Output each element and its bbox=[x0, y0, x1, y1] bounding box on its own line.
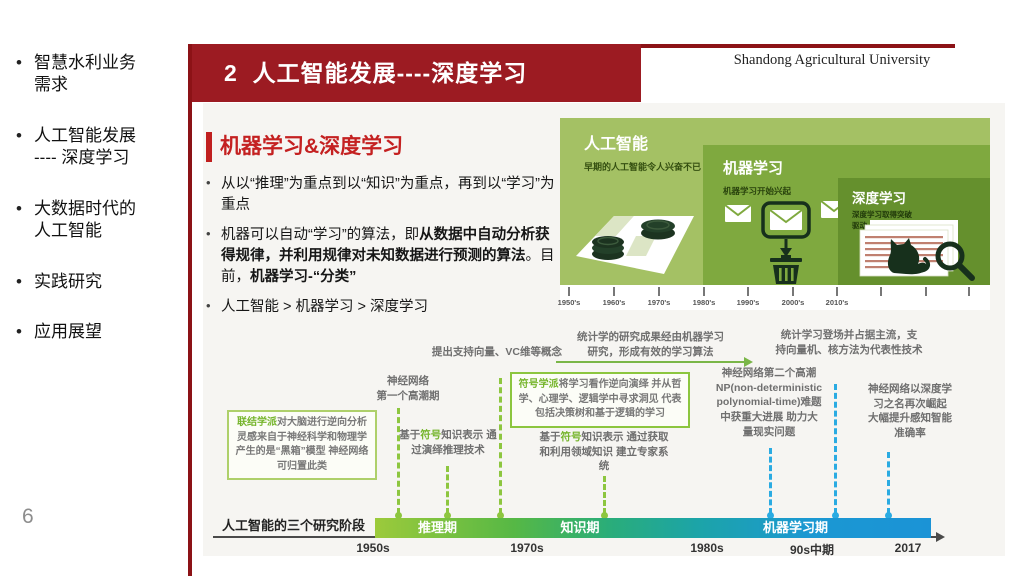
sidebar-item-label: 大数据时代的 人工智能 bbox=[34, 198, 136, 241]
panel-subtitle: 机器学习开始兴起 bbox=[723, 186, 792, 196]
phase-machine-learning: 机器学习期 bbox=[762, 520, 828, 535]
decade-label: 1980's bbox=[692, 298, 716, 307]
bullet-item: • 机器可以自动“学习”的算法，即从数据中自动分析获得规律，并利用规律对未知数据… bbox=[206, 225, 556, 288]
phase-bar: 推理期 知识期 机器学习期 bbox=[375, 518, 931, 538]
sidebar-item-practice-research[interactable]: • 实践研究 bbox=[16, 271, 188, 293]
decade-axis: 1950's 1960's 1970's 1980's 1990's 2000'… bbox=[557, 285, 990, 310]
note-nn-deep-learning-rise: 神经网络以深度学 习之名再次崛起 大幅提升感知智能 准确率 bbox=[868, 383, 952, 440]
panel-title: 机器学习 bbox=[723, 160, 784, 177]
phase-reasoning: 推理期 bbox=[417, 520, 457, 535]
callout-symbolist-school: 符号学派将学习看作逆向演绎 并从哲学、心理学、逻辑学中寻求洞见 代表包括决策树和… bbox=[510, 372, 690, 428]
heading-accent-bar bbox=[206, 132, 212, 162]
decade-label: 2010's bbox=[825, 298, 849, 307]
axis-tick bbox=[968, 287, 970, 296]
connector-dashed-blue bbox=[887, 452, 890, 514]
connector-dashed-green bbox=[603, 476, 606, 514]
sidebar-item-bigdata-ai[interactable]: • 大数据时代的 人工智能 bbox=[16, 198, 188, 243]
panel-title: 人工智能 bbox=[584, 136, 649, 153]
connector-dashed-green bbox=[499, 378, 502, 514]
connector-dot bbox=[885, 512, 892, 519]
checkers-board-icon bbox=[576, 216, 694, 274]
axis-tick bbox=[792, 287, 794, 296]
axis-tick bbox=[925, 287, 927, 296]
cat-recognition-icon bbox=[859, 220, 975, 281]
header-rule bbox=[641, 44, 955, 48]
connector-dot bbox=[767, 512, 774, 519]
sidebar-item-label: 智慧水利业务 需求 bbox=[34, 53, 136, 95]
green-arrow-head-icon bbox=[744, 357, 753, 367]
axis-tick bbox=[703, 287, 705, 296]
bullet-text: 从以“推理”为重点到以“知识”为重点，再到以“学习”为重点 bbox=[221, 176, 555, 214]
sidebar-item-water-business[interactable]: • 智慧水利业务 需求 bbox=[16, 52, 188, 97]
panel-subtitle: 早期的人工智能令人兴奋不已 bbox=[584, 162, 702, 172]
axis-tick bbox=[880, 287, 882, 296]
bullet-item: • 人工智能 > 机器学习 > 深度学习 bbox=[206, 297, 556, 318]
year-label: 90s中期 bbox=[789, 543, 835, 557]
year-label: 1980s bbox=[690, 541, 724, 555]
connector-dashed-green bbox=[397, 408, 400, 514]
spam-filter-icon bbox=[724, 200, 848, 284]
note-support-vector: 提出支持向量、VC维等概念 bbox=[431, 346, 562, 358]
ai-evolution-infographic: 人工智能 早期的人工智能令人兴奋不已 机器学习 机器学习开始兴起 bbox=[557, 118, 990, 310]
bullet-icon: • bbox=[206, 175, 211, 190]
bullet-list: • 从以“推理”为重点到以“知识”为重点，再到以“学习”为重点 • 机器可以自动… bbox=[206, 174, 556, 327]
note-nn-second-peak: 神经网络第二个高潮 NP(non-deterministic polynomia… bbox=[715, 367, 823, 438]
phase-knowledge: 知识期 bbox=[560, 520, 600, 535]
sidebar-item-ai-deep-learning[interactable]: • 人工智能发展 ---- 深度学习 bbox=[16, 125, 188, 170]
bullet-icon: • bbox=[16, 125, 22, 145]
sidebar-item-label: 应用展望 bbox=[34, 322, 102, 342]
callout-connectionist-school: 联结学派对大脑进行逆向分析 灵感来自于神经科学和物理学 产生的是“黑箱”模型 神… bbox=[227, 410, 377, 480]
axis-tick bbox=[613, 287, 615, 296]
connector-dot bbox=[497, 512, 504, 519]
connector-dot bbox=[601, 512, 608, 519]
connector-dashed-blue bbox=[769, 448, 772, 514]
decade-label: 1950's bbox=[557, 298, 581, 307]
bullet-icon: • bbox=[16, 198, 22, 218]
divider-vertical-red bbox=[188, 44, 192, 576]
bullet-icon: • bbox=[16, 322, 22, 342]
note-nn-first-peak: 神经网络 第一个高潮期 bbox=[376, 375, 440, 402]
bullet-item: • 从以“推理”为重点到以“知识”为重点，再到以“学习”为重点 bbox=[206, 174, 556, 216]
page-number: 6 bbox=[22, 505, 34, 528]
year-label: 2017 bbox=[894, 541, 922, 555]
slide-title: 2 人工智能发展----深度学习 bbox=[192, 44, 641, 102]
timeline-caption: 人工智能的三个研究阶段 bbox=[222, 518, 366, 533]
green-arrow-line bbox=[556, 361, 744, 363]
year-label: 1970s bbox=[510, 541, 544, 555]
bullet-icon: • bbox=[16, 53, 22, 72]
panel-deep-learning: 深度学习 深度学习取得突破 驱动人工智能蓬勃发展 bbox=[838, 178, 990, 285]
decade-label: 1990's bbox=[736, 298, 760, 307]
university-name: Shandong Agricultural University bbox=[733, 52, 931, 68]
timeline-arrow-icon bbox=[936, 532, 945, 542]
decade-label: 1960's bbox=[602, 298, 626, 307]
axis-tick bbox=[747, 287, 749, 296]
connector-dot bbox=[395, 512, 402, 519]
bullet-icon: • bbox=[16, 271, 22, 291]
note-statistical-learning: 统计学习登场并占据主流，支 持向量机、核方法为代表性技术 bbox=[775, 329, 923, 356]
sidebar-toc: • 智慧水利业务 需求 • 人工智能发展 ---- 深度学习 • 大数据时代的 … bbox=[16, 52, 188, 372]
bullet-text: 机器可以自动“学习”的算法，即从数据中自动分析获得规律，并利用规律对未知数据进行… bbox=[221, 227, 555, 286]
decade-label: 2000's bbox=[781, 298, 805, 307]
axis-tick bbox=[658, 287, 660, 296]
decade-label: 1970's bbox=[647, 298, 671, 307]
section-heading: 机器学习&深度学习 bbox=[220, 135, 404, 158]
bullet-icon: • bbox=[206, 226, 211, 242]
bullet-icon: • bbox=[206, 298, 211, 314]
sidebar-item-label: 人工智能发展 ---- 深度学习 bbox=[34, 125, 136, 168]
connector-dashed-green bbox=[446, 466, 449, 514]
connector-dot bbox=[444, 512, 451, 519]
sidebar-item-label: 实践研究 bbox=[34, 271, 102, 291]
bullet-text: 人工智能 > 机器学习 > 深度学习 bbox=[221, 299, 429, 316]
connector-dot bbox=[832, 512, 839, 519]
panel-title: 深度学习 bbox=[852, 191, 906, 206]
year-label: 1950s bbox=[356, 541, 390, 555]
note-statistics-to-ml: 统计学的研究成果经由机器学习 研究，形成有效的学习算法 bbox=[577, 331, 724, 358]
axis-tick bbox=[836, 287, 838, 296]
note-expert-systems: 基于符号知识表示 通过获取和利用领域知识 建立专家系统 bbox=[539, 431, 669, 473]
connector-dashed-blue bbox=[834, 384, 837, 514]
axis-tick bbox=[568, 287, 570, 296]
note-symbolic-reasoning: 基于符号知识表示 通过演绎推理技术 bbox=[399, 429, 497, 456]
sidebar-item-application-outlook[interactable]: • 应用展望 bbox=[16, 321, 188, 343]
